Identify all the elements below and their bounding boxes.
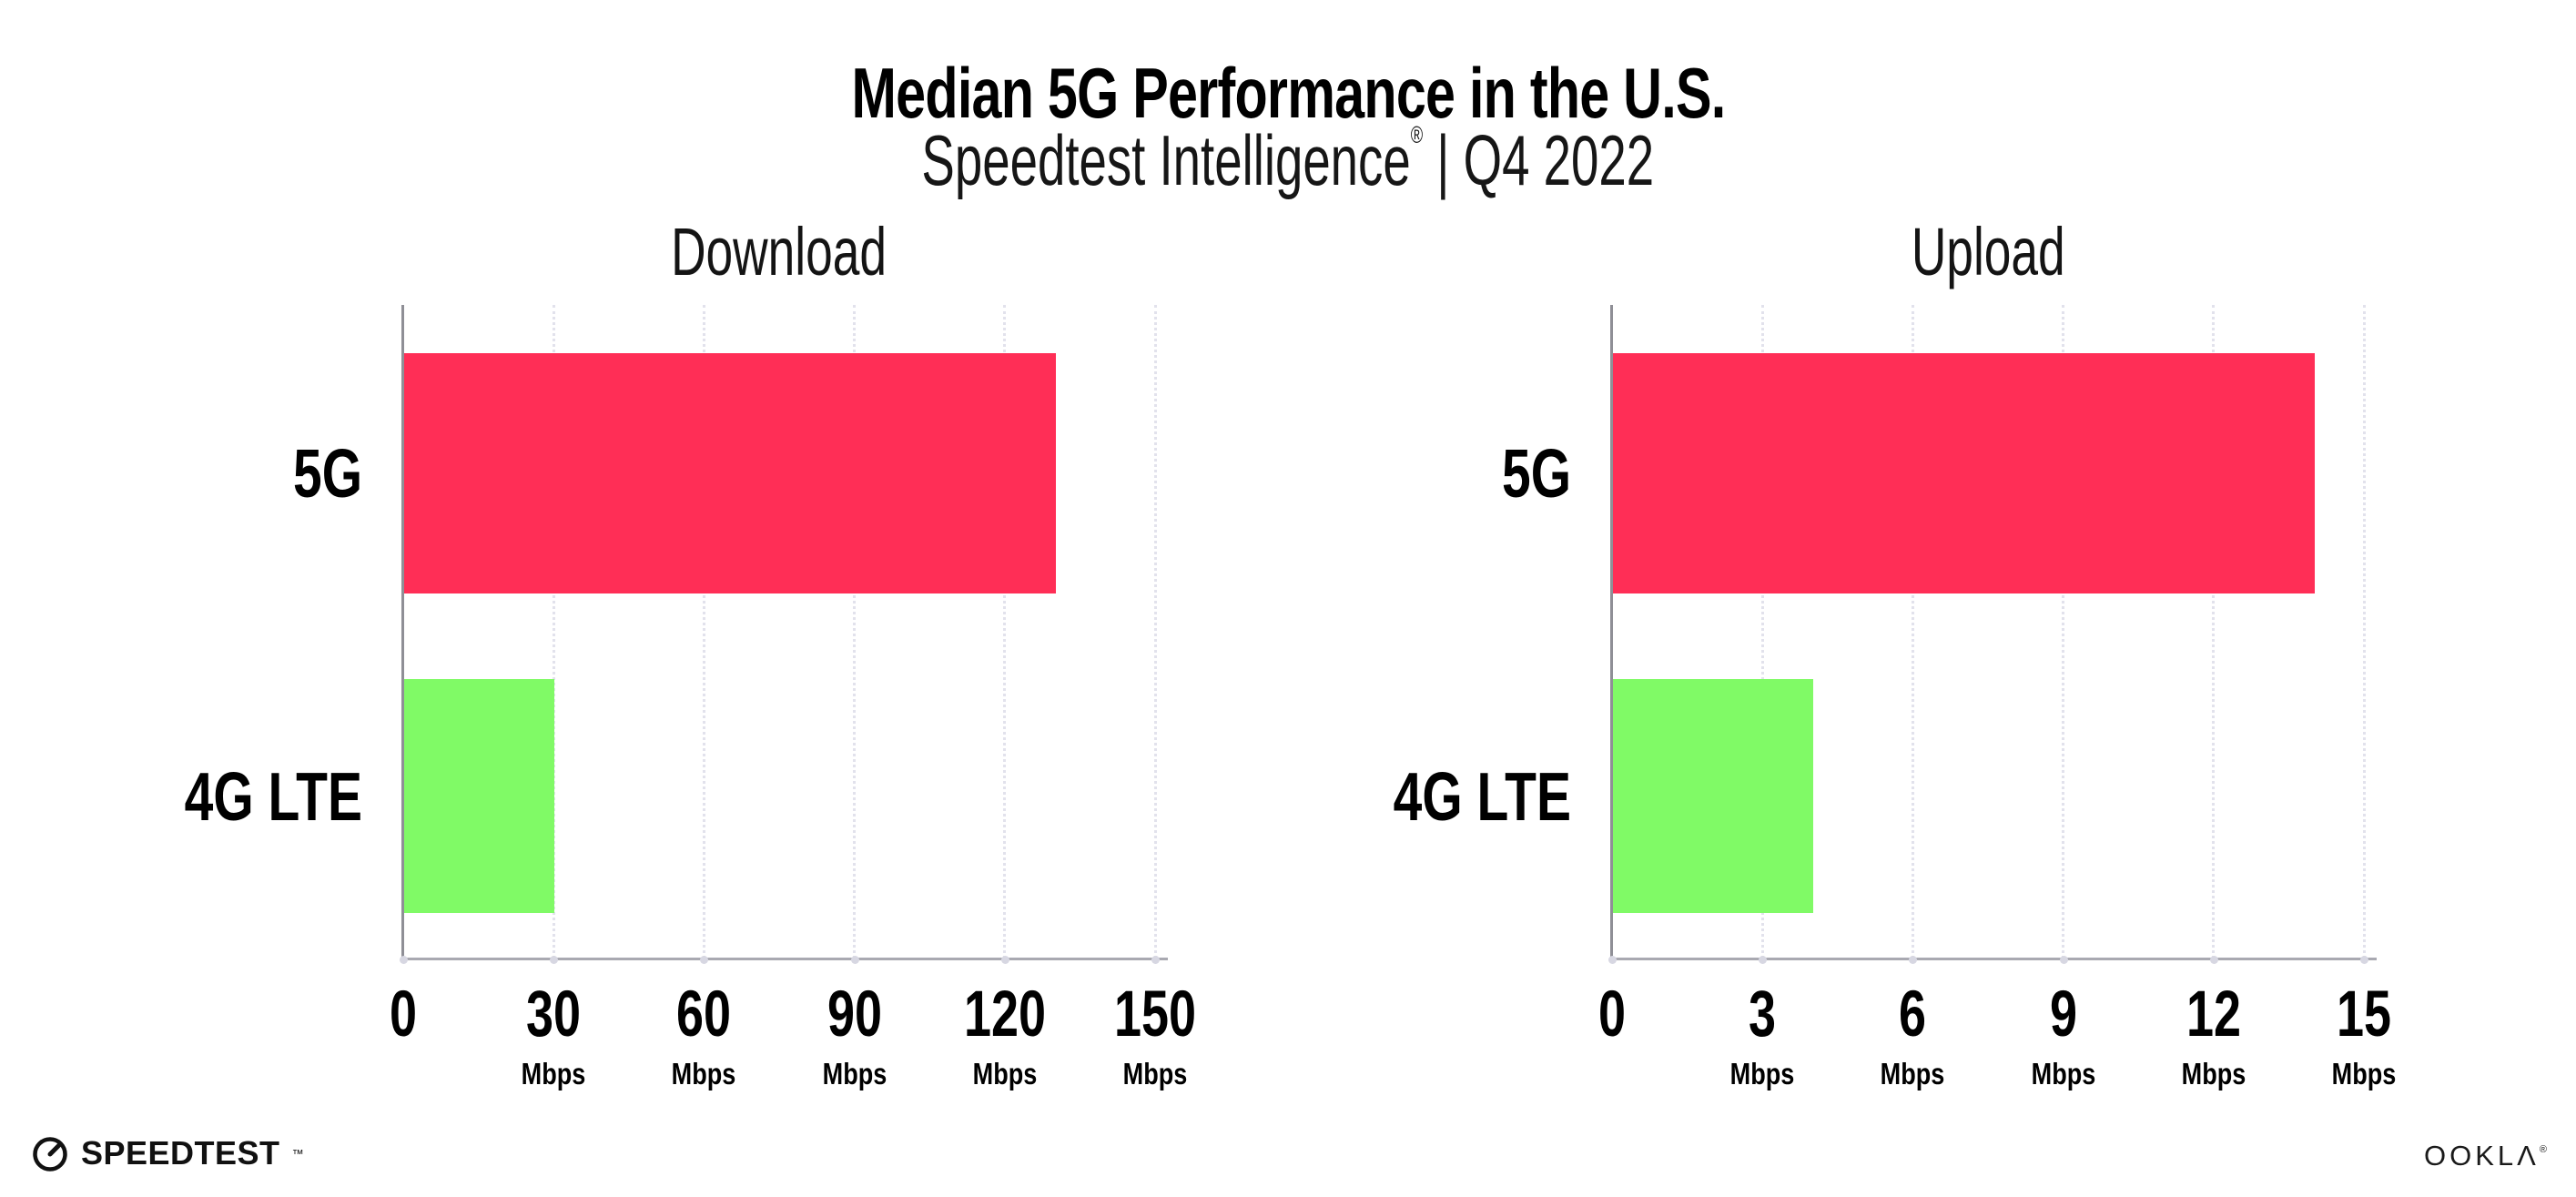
axis-tick-dot xyxy=(1151,956,1160,964)
axis-tick-dot xyxy=(700,956,709,964)
subtitle-separator: | xyxy=(1423,120,1464,200)
y-axis-line xyxy=(1610,305,1613,959)
x-tick: 3 Mbps xyxy=(1680,976,1844,1092)
upload-chart: Upload 0 3 Mbps 6 Mbps 9 Mbps 12 Mbps 15 Mbps 5G 4G L… xyxy=(1394,214,2397,1090)
axis-tick-dot xyxy=(1909,956,1918,964)
ookla-logo: OOKLΛ® xyxy=(2424,1140,2547,1172)
x-tick-unit: Mbps xyxy=(672,1057,736,1090)
x-tick: 12 Mbps xyxy=(2132,976,2296,1092)
x-tick-unit: Mbps xyxy=(2331,1057,2397,1090)
x-tick-value: 120 xyxy=(963,979,1046,1050)
x-tick: 0 xyxy=(1530,976,1694,1054)
gridline xyxy=(1911,305,1914,959)
x-tick-value: 90 xyxy=(827,979,882,1050)
category-label-4g-lte: 4G LTE xyxy=(89,751,362,842)
gridline xyxy=(2062,305,2065,959)
axis-tick-dot xyxy=(1000,956,1009,964)
x-tick: 0 xyxy=(321,976,485,1054)
x-tick-unit: Mbps xyxy=(2181,1057,2246,1090)
page-title: Median 5G Performance in the U.S. xyxy=(851,53,1726,134)
registered-mark-icon: ® xyxy=(2539,1144,2547,1155)
x-tick-unit: Mbps xyxy=(1122,1057,1188,1090)
gridline xyxy=(552,305,555,959)
x-tick-value: 15 xyxy=(2336,979,2392,1050)
x-tick-unit: Mbps xyxy=(2031,1057,2095,1090)
ookla-wordmark: OOKLΛ xyxy=(2424,1140,2540,1172)
gridline xyxy=(2362,305,2366,959)
x-tick-value: 3 xyxy=(1749,979,1777,1050)
download-chart: Download 0 30 Mbps 60 Mbps 90 Mbps 120 Mbps 150 Mbp… xyxy=(185,214,1196,1090)
x-tick: 9 Mbps xyxy=(1982,976,2145,1092)
x-tick-unit: Mbps xyxy=(972,1057,1038,1090)
gridline xyxy=(1760,305,1764,959)
x-axis-line xyxy=(401,958,1168,960)
gridline xyxy=(2212,305,2216,959)
x-tick: 120 Mbps xyxy=(923,976,1087,1092)
bar-4g-lte xyxy=(1613,679,1814,913)
x-tick: 15 Mbps xyxy=(2282,976,2446,1092)
x-tick-value: 12 xyxy=(2186,979,2241,1050)
category-label-text: 4G LTE xyxy=(1393,757,1571,835)
category-label-5g: 5G xyxy=(1298,428,1571,519)
x-tick: 150 Mbps xyxy=(1073,976,1237,1092)
page-subtitle: Speedtest Intelligence® | Q4 2022 xyxy=(0,91,2576,204)
axis-tick-dot xyxy=(550,956,559,964)
axis-tick-dot xyxy=(850,956,859,964)
registered-mark-icon: ® xyxy=(1410,121,1424,148)
x-tick-value: 30 xyxy=(526,979,582,1050)
x-axis-line xyxy=(1610,958,2377,960)
category-label-4g-lte: 4G LTE xyxy=(1298,751,1571,842)
bar-5g xyxy=(1613,353,2315,593)
x-tick: 90 Mbps xyxy=(773,976,937,1092)
gridline xyxy=(1153,305,1157,959)
x-tick-value: 6 xyxy=(1899,979,1927,1050)
category-label-text: 5G xyxy=(292,435,362,512)
axis-tick-dot xyxy=(1759,956,1768,964)
speedtest-gauge-icon xyxy=(33,1137,67,1172)
subtitle-brand: Speedtest Intelligence xyxy=(921,120,1411,200)
x-tick-unit: Mbps xyxy=(822,1057,887,1090)
x-tick-unit: Mbps xyxy=(1729,1057,1795,1090)
trademark-icon: ™ xyxy=(291,1146,304,1161)
x-tick-value: 0 xyxy=(1597,979,1627,1050)
x-tick-value: 150 xyxy=(1113,979,1197,1050)
category-label-text: 4G LTE xyxy=(184,757,362,835)
subplot-title: Download xyxy=(403,214,1155,290)
x-tick-value: 0 xyxy=(389,979,418,1050)
axis-tick-dot xyxy=(1608,956,1617,964)
subplot-title-text: Download xyxy=(671,214,887,289)
axis-tick-dot xyxy=(2059,956,2068,964)
axis-tick-dot xyxy=(400,956,408,964)
speedtest-logo: SPEEDTEST ™ xyxy=(31,1134,304,1172)
x-tick: 60 Mbps xyxy=(622,976,786,1092)
x-tick-value: 60 xyxy=(676,979,732,1050)
subtitle-period: Q4 2022 xyxy=(1463,120,1655,200)
gridline xyxy=(702,305,705,959)
subplot-title-text: Upload xyxy=(1911,214,2065,289)
category-label-5g: 5G xyxy=(89,428,362,519)
gridline xyxy=(853,305,857,959)
axis-tick-dot xyxy=(2360,956,2368,964)
x-tick-value: 9 xyxy=(2049,979,2077,1050)
x-tick: 30 Mbps xyxy=(472,976,635,1092)
subplot-title: Upload xyxy=(1612,214,2364,290)
x-tick: 6 Mbps xyxy=(1831,976,1994,1092)
category-label-text: 5G xyxy=(1501,435,1571,512)
gridline xyxy=(1003,305,1007,959)
y-axis-line xyxy=(401,305,404,959)
bar-4g-lte xyxy=(404,679,555,913)
axis-tick-dot xyxy=(2209,956,2218,964)
speedtest-wordmark: SPEEDTEST xyxy=(81,1134,280,1172)
x-tick-unit: Mbps xyxy=(1881,1057,1945,1090)
bar-5g xyxy=(404,353,1056,593)
x-tick-unit: Mbps xyxy=(521,1057,586,1090)
